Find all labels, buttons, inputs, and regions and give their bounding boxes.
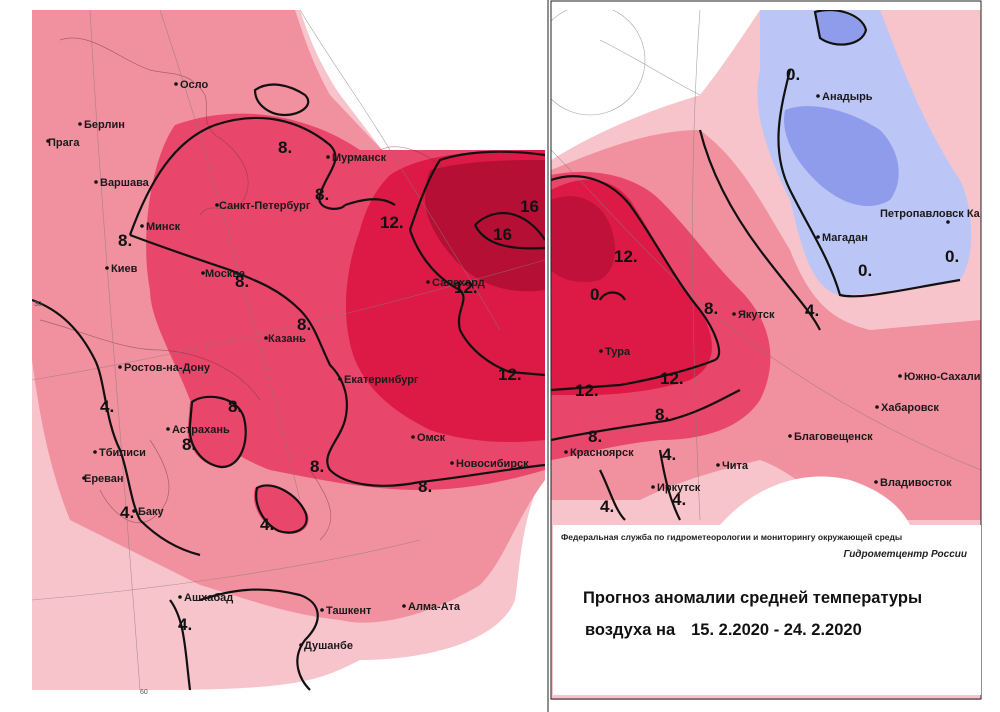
isoline-label-left-5: 16 — [493, 225, 512, 244]
isoline-label-left-9: 12. — [498, 365, 522, 384]
grid-labels: 30 60 — [34, 301, 148, 696]
isoline-label-right-10: 8. — [588, 427, 602, 446]
city-label-left-12: Ростов-на-Дону — [124, 362, 211, 374]
zone-minus4-right — [815, 10, 865, 44]
city-label-left-17: Омск — [417, 432, 446, 444]
city-label-right-3: Якутск — [738, 309, 775, 321]
city-label-right-1: Магадан — [822, 232, 868, 244]
city-label-left-22: Душанбе — [304, 640, 353, 652]
isoline-label-right-2: 0. — [945, 247, 959, 266]
city-label-right-4: Тура — [605, 346, 631, 358]
city-label-left-4: Минск — [146, 221, 181, 233]
isoline-label-right-13: 4. — [672, 490, 686, 509]
city-dots-right — [564, 94, 950, 489]
isoline-label-right-9: 8. — [655, 405, 669, 424]
city-label-right-6: Хабаровск — [881, 402, 939, 414]
zone-plus16-right — [551, 196, 616, 282]
city-label-left-11: Екатеринбург — [344, 374, 419, 386]
city-label-right-2: Петропавловск Камчатский — [880, 208, 1000, 220]
city-label-left-10: Салехард — [432, 277, 485, 289]
city-label-left-7: Мурманск — [332, 152, 387, 164]
city-label-left-8: Москва — [205, 268, 246, 280]
center-name: Гидрометцентр России — [843, 549, 967, 560]
city-label-left-5: Киев — [111, 263, 138, 275]
southeast-white — [720, 476, 910, 525]
isoline-label-left-4: 16 — [520, 197, 539, 216]
caption-box: Федеральная служба по гидрометеорологии … — [553, 525, 981, 695]
isoline-label-right-5: 8. — [704, 299, 718, 318]
isoline-label-left-3: 12. — [380, 213, 404, 232]
isoline-label-right-3: 12. — [614, 247, 638, 266]
isolines-right — [551, 10, 961, 521]
forecast-subtitle-prefix: воздуха на — [585, 621, 676, 639]
zone-plus16 — [425, 160, 545, 292]
zone-minus2-right — [784, 106, 899, 207]
isoline-label-left-16: 4. — [120, 503, 134, 522]
city-label-left-18: Новосибирск — [456, 458, 529, 470]
city-label-left-19: Ашхабад — [184, 592, 233, 604]
city-label-left-21: Алма-Ата — [408, 601, 461, 613]
isoline-label-left-2: 8. — [118, 231, 132, 250]
city-dots-left — [46, 82, 454, 647]
city-label-right-8: Красноярск — [570, 447, 634, 459]
city-label-left-13: Астрахань — [172, 424, 230, 436]
city-label-right-10: Иркутск — [657, 482, 701, 494]
isoline-label-left-13: 8. — [310, 457, 324, 476]
city-labels-right: Анадырь Магадан Петропавловск Камчатский Як… — [570, 91, 1000, 494]
graticule — [32, 10, 545, 691]
isoline-label-right-12: 4. — [600, 497, 614, 516]
city-label-left-14: Тбилиси — [99, 447, 146, 459]
forecast-subtitle: воздуха на 15. 2.2020 - 24. 2.2020 — [585, 621, 862, 640]
city-label-right-7: Благовещенск — [794, 431, 873, 443]
isoline-label-left-11: 8. — [228, 397, 242, 416]
isoline-labels-left: 8. 8. 8. 12. 16 16 12. 8. 8. 12. 4. 8. 8. 8. 8. 4. 4. 4. — [100, 138, 539, 634]
grid-label-0: 30 — [34, 301, 42, 308]
arctic-white — [551, 10, 760, 150]
isoline-label-right-0: 0. — [786, 65, 800, 84]
forecast-dates: 15. 2.2020 - 24. 2.2020 — [691, 621, 862, 639]
isoline-label-left-17: 4. — [178, 615, 192, 634]
city-label-right-0: Анадырь — [822, 91, 873, 103]
city-label-left-3: Варшава — [100, 177, 150, 189]
city-label-right-5: Южно-Сахалинск — [904, 371, 999, 383]
city-label-left-6: Санкт-Петербург — [219, 200, 311, 212]
isoline-label-left-0: 8. — [278, 138, 292, 157]
isoline-label-right-1: 0. — [858, 261, 872, 280]
isoline-label-right-8: 12. — [575, 381, 599, 400]
zone-plus8-astrakhan — [187, 396, 247, 469]
isoline-label-left-1: 8. — [315, 185, 329, 204]
isoline-label-left-14: 8. — [418, 477, 432, 496]
isoline-label-left-10: 4. — [100, 397, 114, 416]
isoline-label-left-6: 12. — [454, 278, 478, 297]
isoline-labels-right: 0. 0. 0. 12. 0 8. 4. 12. 12. 8. 8. 4. 4. 4. — [575, 65, 959, 516]
isolines — [32, 83, 545, 691]
isoline-label-right-4: 0 — [590, 285, 599, 304]
isoline-label-right-6: 4. — [805, 301, 819, 320]
city-labels-left: Осло Берлин Прага Варшава Минск Киев Санкт-Пет… — [48, 79, 529, 652]
forecast-title: Прогноз аномалии средней температуры — [583, 589, 923, 607]
isoline-label-left-15: 4. — [260, 515, 274, 534]
isoline-label-right-7: 12. — [660, 369, 684, 388]
graticule-right — [551, 10, 981, 521]
city-label-left-2: Прага — [48, 137, 80, 149]
agency-name: Федеральная служба по гидрометеорологии … — [561, 532, 903, 542]
isoline-label-left-7: 8. — [235, 272, 249, 291]
city-label-left-16: Баку — [138, 506, 165, 518]
isoline-label-left-8: 8. — [297, 315, 311, 334]
isoline-label-left-12: 8. — [182, 435, 196, 454]
city-label-left-1: Берлин — [84, 119, 125, 131]
city-label-right-11: Владивосток — [880, 477, 952, 489]
right-panel-border — [550, 0, 982, 700]
grid-label-1: 60 — [140, 689, 148, 696]
city-label-left-20: Ташкент — [326, 605, 372, 617]
left-map: Осло Берлин Прага Варшава Минск Киев Санкт-Пет… — [32, 10, 545, 696]
city-label-left-0: Осло — [180, 79, 209, 91]
city-label-left-15: Ереван — [84, 473, 124, 485]
city-label-right-9: Чита — [722, 460, 749, 472]
isoline-label-right-11: 4. — [662, 445, 676, 464]
city-label-left-9: Казань — [268, 333, 306, 345]
